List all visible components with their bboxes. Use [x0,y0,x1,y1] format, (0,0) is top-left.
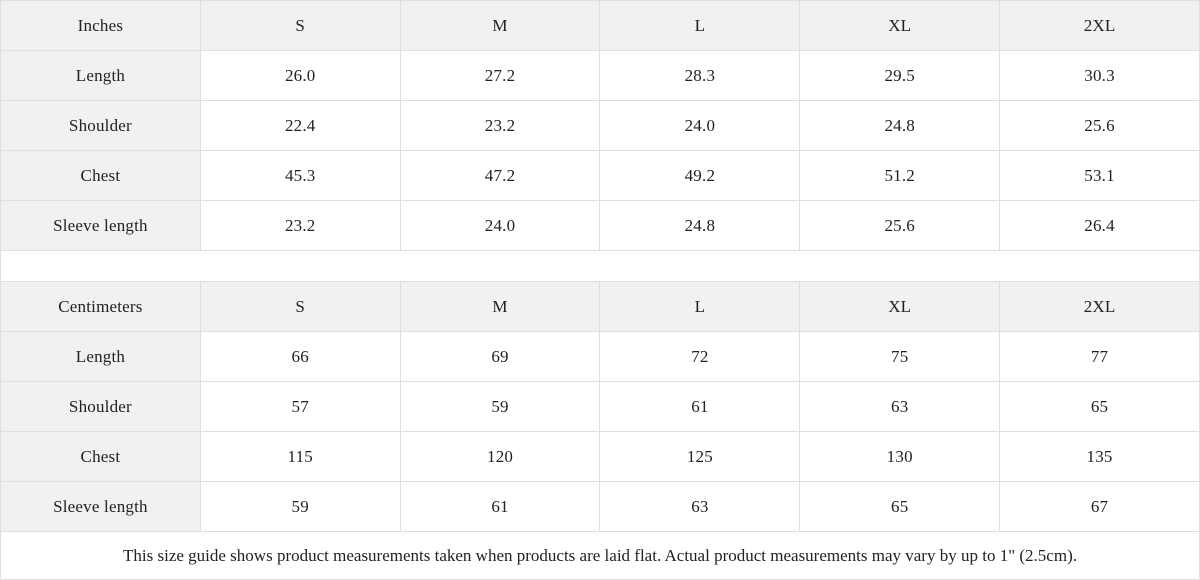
row-label: Shoulder [0,381,201,432]
table-row: Chest 115 120 125 130 135 [0,431,1200,482]
inches-table: Inches S M L XL 2XL Length 26.0 27.2 28.… [0,0,1200,251]
measurement-cell: 51.2 [799,150,1001,201]
measurement-cell: 22.4 [199,100,401,151]
measurement-cell: 53.1 [999,150,1200,201]
measurement-cell: 26.0 [199,50,401,101]
centimeters-header-row: Centimeters S M L XL 2XL [0,281,1200,332]
table-row: Chest 45.3 47.2 49.2 51.2 53.1 [0,150,1200,201]
size-col-header-l: L [599,281,801,332]
measurement-cell: 63 [599,481,801,532]
measurement-cell: 49.2 [599,150,801,201]
row-label: Chest [0,431,201,482]
row-label: Sleeve length [0,481,201,532]
size-col-header-s: S [199,281,401,332]
row-label: Length [0,331,201,382]
row-label: Sleeve length [0,200,201,251]
measurement-cell: 30.3 [999,50,1200,101]
inches-header-row: Inches S M L XL 2XL [0,0,1200,51]
table-row: Length 66 69 72 75 77 [0,331,1200,382]
measurement-cell: 57 [199,381,401,432]
measurement-cell: 61 [399,481,601,532]
measurement-cell: 25.6 [999,100,1200,151]
measurement-cell: 23.2 [399,100,601,151]
measurement-cell: 77 [999,331,1200,382]
measurement-cell: 47.2 [399,150,601,201]
measurement-cell: 72 [599,331,801,382]
size-col-header-m: M [399,281,601,332]
measurement-cell: 63 [799,381,1001,432]
measurement-cell: 27.2 [399,50,601,101]
table-row: Shoulder 22.4 23.2 24.0 24.8 25.6 [0,100,1200,151]
measurement-cell: 65 [799,481,1001,532]
measurement-cell: 25.6 [799,200,1001,251]
size-guide-disclaimer: This size guide shows product measuremen… [0,532,1200,580]
row-label: Shoulder [0,100,201,151]
measurement-cell: 29.5 [799,50,1001,101]
measurement-cell: 59 [199,481,401,532]
size-col-header-2xl: 2XL [999,0,1200,51]
measurement-cell: 120 [399,431,601,482]
measurement-cell: 23.2 [199,200,401,251]
measurement-cell: 24.8 [599,200,801,251]
table-row: Length 26.0 27.2 28.3 29.5 30.3 [0,50,1200,101]
table-row: Sleeve length 23.2 24.0 24.8 25.6 26.4 [0,200,1200,251]
measurement-cell: 65 [999,381,1200,432]
size-col-header-m: M [399,0,601,51]
row-label: Length [0,50,201,101]
measurement-cell: 61 [599,381,801,432]
measurement-cell: 24.0 [399,200,601,251]
measurement-cell: 26.4 [999,200,1200,251]
measurement-cell: 24.8 [799,100,1001,151]
measurement-cell: 115 [199,431,401,482]
measurement-cell: 130 [799,431,1001,482]
size-col-header-xl: XL [799,281,1001,332]
measurement-cell: 125 [599,431,801,482]
table-row: Sleeve length 59 61 63 65 67 [0,481,1200,532]
size-col-header-xl: XL [799,0,1001,51]
size-col-header-l: L [599,0,801,51]
row-label: Chest [0,150,201,201]
measurement-cell: 135 [999,431,1200,482]
measurement-cell: 24.0 [599,100,801,151]
measurement-cell: 45.3 [199,150,401,201]
measurement-cell: 66 [199,331,401,382]
measurement-cell: 69 [399,331,601,382]
measurement-cell: 28.3 [599,50,801,101]
centimeters-table: Centimeters S M L XL 2XL Length 66 69 72… [0,281,1200,532]
size-col-header-2xl: 2XL [999,281,1200,332]
size-col-header-s: S [199,0,401,51]
table-spacer [0,251,1200,281]
measurement-cell: 67 [999,481,1200,532]
centimeters-unit-header: Centimeters [0,281,201,332]
measurement-cell: 59 [399,381,601,432]
inches-unit-header: Inches [0,0,201,51]
table-row: Shoulder 57 59 61 63 65 [0,381,1200,432]
measurement-cell: 75 [799,331,1001,382]
